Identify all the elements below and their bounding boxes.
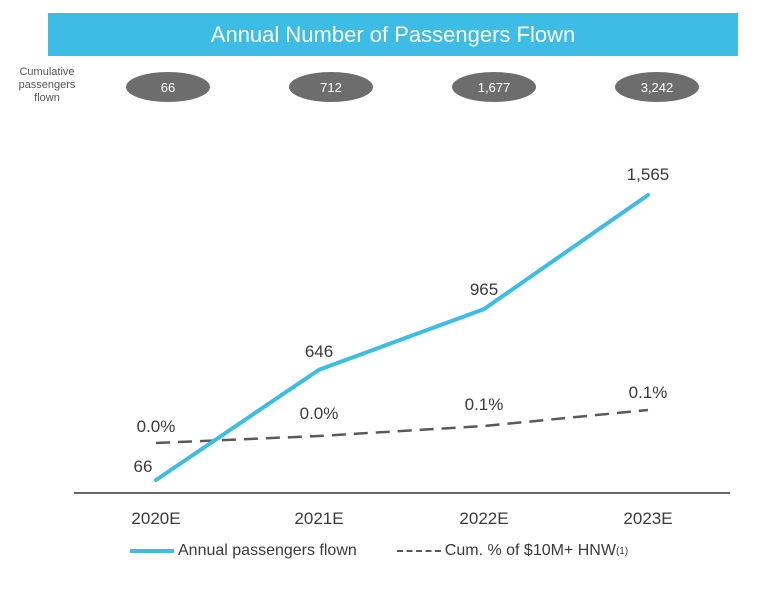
cumulative-pill-2020: 66 [126, 72, 210, 102]
x-tick-label-2022E: 2022E [459, 509, 508, 528]
x-tick-label-2023E: 2023E [623, 509, 672, 528]
series-line-hnw [155, 408, 649, 445]
data-label-annual-3: 1,565 [627, 165, 670, 184]
legend-swatch-solid [130, 549, 174, 553]
x-tick-label-2020E: 2020E [131, 509, 180, 528]
legend-label-annual: Annual passengers flown [178, 542, 357, 559]
legend-swatch-dashed [396, 550, 441, 552]
cumulative-pill-2021: 712 [289, 72, 373, 102]
chart-title-banner: Annual Number of Passengers Flown [48, 13, 738, 56]
data-label-hnw-3: 0.1% [629, 383, 668, 402]
chart-title: Annual Number of Passengers Flown [210, 21, 576, 47]
series-line-annual [154, 193, 650, 482]
x-tick-label-2021E: 2021E [294, 509, 343, 528]
legend-footnote: (1) [615, 545, 629, 557]
data-label-annual-0: 66 [134, 457, 153, 476]
cumulative-label: Cumulative passengers flown [18, 66, 76, 104]
data-label-hnw-1: 0.0% [300, 404, 339, 423]
legend: Annual passengers flown Cum. % of $10M+ … [130, 542, 628, 560]
cumulative-pill-2022: 1,677 [452, 72, 536, 102]
data-label-annual-2: 965 [470, 280, 498, 299]
data-label-hnw-0: 0.0% [137, 417, 176, 436]
legend-item-hnw: Cum. % of $10M+ HNW (1) [396, 542, 629, 560]
legend-item-annual: Annual passengers flown [130, 542, 357, 560]
legend-label-hnw: Cum. % of $10M+ HNW [444, 542, 616, 559]
cumulative-pill-2023: 3,242 [615, 72, 699, 102]
data-label-hnw-2: 0.1% [465, 395, 504, 414]
data-label-annual-1: 646 [305, 342, 333, 361]
